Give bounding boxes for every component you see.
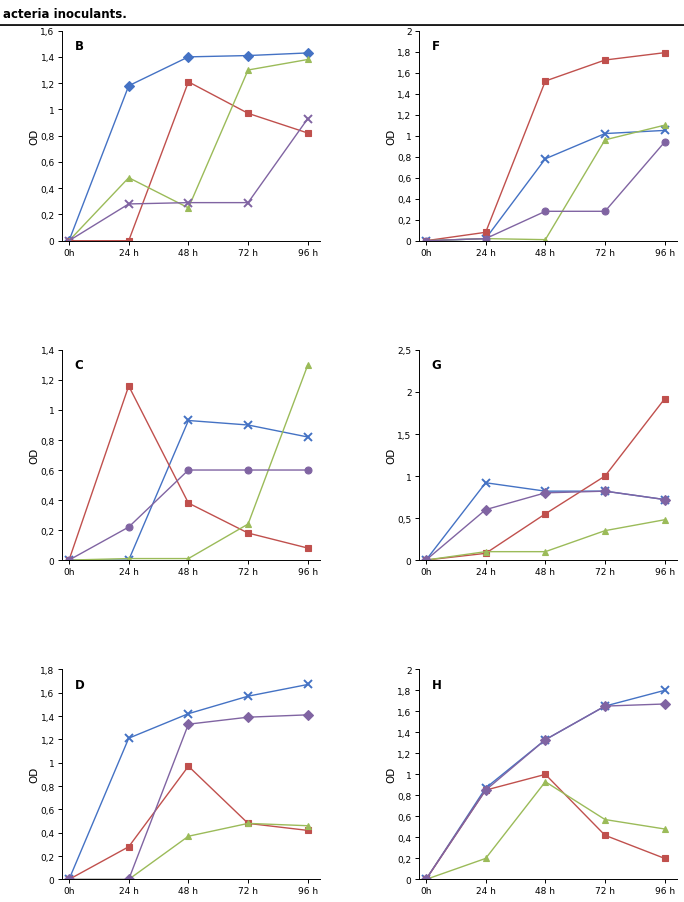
Text: acteria inoculants.: acteria inoculants. xyxy=(3,8,127,22)
Text: C: C xyxy=(75,359,83,372)
Y-axis label: OD: OD xyxy=(386,128,396,144)
Text: F: F xyxy=(432,40,439,53)
Text: G: G xyxy=(432,359,441,372)
Y-axis label: OD: OD xyxy=(386,767,396,783)
Y-axis label: OD: OD xyxy=(29,447,39,464)
Y-axis label: OD: OD xyxy=(29,767,39,783)
Y-axis label: OD: OD xyxy=(386,447,396,464)
Y-axis label: OD: OD xyxy=(29,128,39,144)
Text: H: H xyxy=(432,678,441,691)
Text: B: B xyxy=(75,40,83,53)
Text: D: D xyxy=(75,678,84,691)
